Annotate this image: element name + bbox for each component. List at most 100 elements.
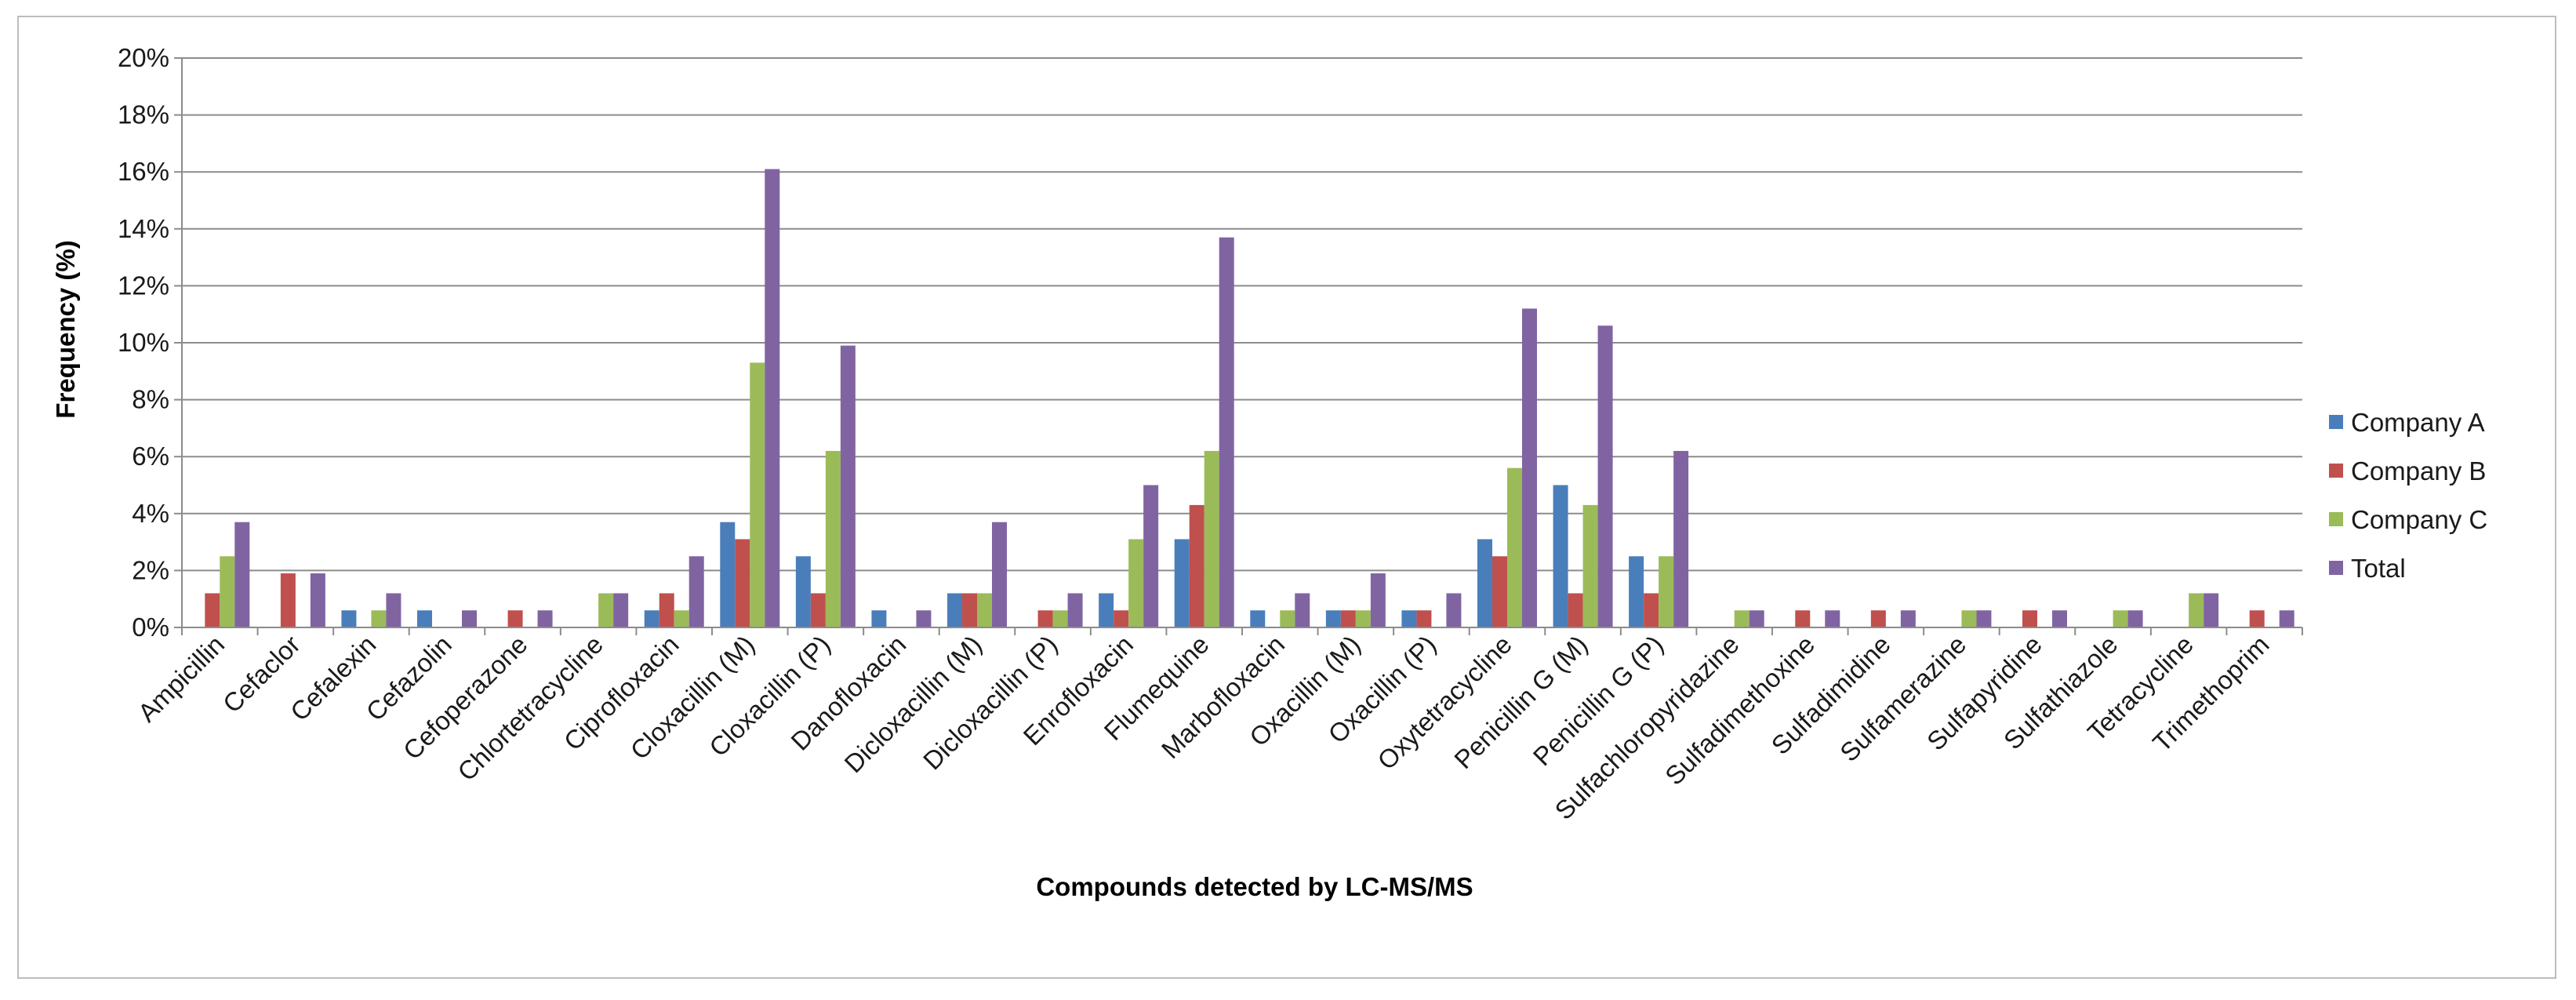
bar-company-c (1961, 610, 1977, 627)
bar-total (916, 610, 932, 627)
legend-swatch (2329, 464, 2343, 478)
y-tick-label: 16% (118, 157, 169, 186)
bar-company-c (220, 556, 235, 627)
y-tick-label: 6% (132, 442, 169, 471)
chart-frame (17, 16, 2556, 979)
y-tick-label: 8% (132, 385, 169, 414)
y-tick-label: 14% (118, 214, 169, 243)
legend-swatch (2329, 415, 2343, 429)
y-tick-label: 18% (118, 100, 169, 129)
bar-total (310, 573, 325, 627)
bar-total (1976, 610, 1992, 627)
bar-company-c (1204, 450, 1219, 627)
bar-company-b (1644, 593, 1659, 627)
legend-label: Company C (2351, 505, 2487, 534)
bar-company-b (280, 573, 296, 627)
bar-total (1825, 610, 1840, 627)
bar-company-a (1629, 556, 1644, 627)
bar-company-b (507, 610, 523, 627)
bar-company-c (371, 610, 387, 627)
bar-company-a (1477, 539, 1492, 627)
legend-swatch (2329, 512, 2343, 526)
y-tick-label: 12% (118, 271, 169, 300)
bar-company-a (1401, 610, 1417, 627)
bar-total (1143, 485, 1159, 627)
bar-company-b (810, 593, 826, 627)
bar-company-c (2189, 593, 2204, 627)
bar-company-b (2249, 610, 2265, 627)
legend: Company A Company B Company C Total (2329, 408, 2487, 583)
bar-total (1673, 450, 1689, 627)
bar-company-c (1507, 467, 1522, 627)
bar-company-a (1099, 593, 1114, 627)
bar-total (1295, 593, 1310, 627)
bar-total (1067, 593, 1083, 627)
bar-company-b (659, 593, 674, 627)
bar-company-a (1325, 610, 1341, 627)
bar-company-c (1355, 610, 1371, 627)
y-tick-label: 0% (132, 613, 169, 642)
bar-total (1900, 610, 1916, 627)
bar-company-c (750, 362, 765, 627)
bar-total (840, 345, 856, 627)
bar-company-c (825, 450, 841, 627)
y-tick-label: 2% (132, 555, 169, 584)
bar-company-c (1052, 610, 1068, 627)
bar-total (234, 522, 250, 627)
bar-company-b (1189, 504, 1204, 627)
bar-company-a (871, 610, 887, 627)
bar-company-b (1568, 593, 1583, 627)
bar-company-b (1340, 610, 1356, 627)
legend-label: Total (2351, 554, 2406, 583)
bar-total (2127, 610, 2143, 627)
y-tick-labels: 0% 2% 4% 6% 8% 10% 12% 14% 16% 18% 20% (118, 43, 169, 642)
bar-company-b (1870, 610, 1886, 627)
bar-total (613, 593, 629, 627)
x-tick-label: Dicloxacillin (M) (838, 630, 987, 779)
bar-company-c (1659, 556, 1674, 627)
bar-company-a (341, 610, 357, 627)
bar-company-b (1416, 610, 1432, 627)
bar-company-a (795, 556, 811, 627)
bar-total (2279, 610, 2294, 627)
legend-swatch (2329, 561, 2343, 575)
bar-company-c (977, 593, 992, 627)
bar-company-a (1553, 485, 1568, 627)
x-tick-label: Penicillin G (M) (1448, 630, 1593, 774)
bar-total (386, 593, 401, 627)
bar-total (992, 522, 1007, 627)
bar-company-c (2113, 610, 2128, 627)
bar-company-c (1128, 539, 1144, 627)
y-tick-label: 4% (132, 499, 169, 528)
bar-total (1597, 325, 1613, 627)
bar-company-a (644, 610, 659, 627)
bar-total (2204, 593, 2219, 627)
x-tick-label: Ampicillin (133, 630, 231, 728)
bar-company-b (1492, 556, 1507, 627)
bar-company-b (735, 539, 750, 627)
bar-total (462, 610, 477, 627)
bar-company-c (1280, 610, 1295, 627)
bar-company-c (674, 610, 689, 627)
gridlines (174, 57, 2302, 628)
legend-label: Company A (2351, 408, 2485, 437)
bar-company-c (1582, 504, 1598, 627)
bar-company-a (1250, 610, 1266, 627)
bar-company-a (1174, 539, 1190, 627)
y-tick-label: 20% (118, 43, 169, 72)
bar-company-a (947, 593, 962, 627)
bar-total (1370, 573, 1386, 627)
y-axis-title: Frequency (%) (51, 240, 80, 418)
bar-total (1749, 610, 1764, 627)
bar-series-group (205, 169, 2294, 627)
axes (181, 58, 2303, 635)
y-tick-label: 10% (118, 328, 169, 357)
bar-company-c (1734, 610, 1749, 627)
bar-total (765, 169, 780, 627)
legend-label: Company B (2351, 456, 2486, 485)
bar-company-b (2022, 610, 2037, 627)
bar-total (2052, 610, 2067, 627)
bar-total (1446, 593, 1462, 627)
bar-company-b (1114, 610, 1129, 627)
